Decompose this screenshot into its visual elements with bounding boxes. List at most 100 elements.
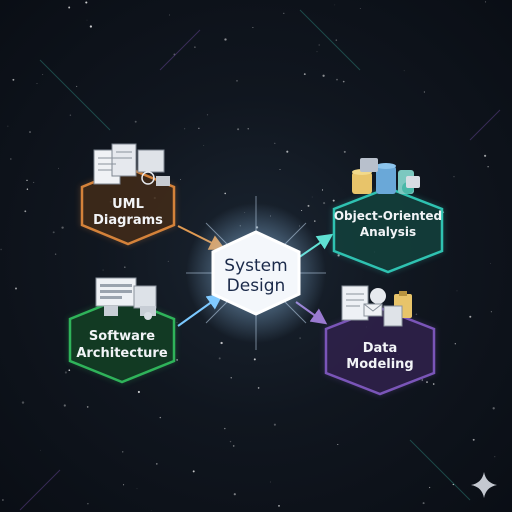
star <box>484 154 487 157</box>
star <box>184 128 186 130</box>
star <box>453 176 455 178</box>
database-cylinders-icon <box>352 158 420 194</box>
star <box>167 260 169 262</box>
star <box>303 73 306 76</box>
star <box>29 131 31 133</box>
star <box>26 188 29 190</box>
star <box>123 484 125 486</box>
node-data-modeling[interactable]: Data Modeling <box>324 285 436 396</box>
star <box>332 199 335 202</box>
star <box>233 493 236 496</box>
star <box>487 166 489 168</box>
star <box>301 209 303 212</box>
node-uml-diagrams[interactable]: UML Diagrams <box>80 143 176 246</box>
star <box>176 322 178 323</box>
star <box>203 145 205 146</box>
node-arch-label-line1: Software <box>89 329 155 344</box>
star <box>87 503 89 505</box>
star <box>247 128 249 130</box>
node-system-design[interactable]: System Design <box>186 196 326 350</box>
node-software-architecture[interactable]: Software Architecture <box>68 277 176 384</box>
star <box>337 443 339 446</box>
star <box>68 6 71 9</box>
star <box>123 266 126 269</box>
node-data-label-line1: Data <box>363 341 398 356</box>
star <box>253 358 256 361</box>
star <box>121 451 124 453</box>
star <box>224 192 226 195</box>
star <box>432 383 435 385</box>
star <box>24 210 27 213</box>
star <box>15 287 17 290</box>
star <box>2 499 4 501</box>
star <box>69 114 72 116</box>
star <box>286 150 289 153</box>
star <box>173 53 176 56</box>
star <box>21 401 25 404</box>
monitor-windows-icon <box>95 277 157 320</box>
star <box>229 440 232 443</box>
star <box>452 483 454 486</box>
star <box>85 1 88 4</box>
node-object-oriented-analysis[interactable]: Object-Oriented Analysis <box>332 158 444 274</box>
star <box>311 196 313 198</box>
star <box>26 179 28 182</box>
star <box>0 248 2 251</box>
node-uml-label-line1: UML <box>112 197 144 212</box>
star <box>86 406 89 408</box>
star <box>54 253 57 255</box>
star <box>492 407 495 410</box>
star <box>423 91 426 93</box>
star <box>314 220 316 222</box>
star <box>198 127 200 129</box>
star <box>316 51 318 53</box>
center-label-line2: Design <box>227 276 286 296</box>
center-label-line1: System <box>224 256 287 276</box>
documents-icon <box>93 143 170 186</box>
star <box>236 80 238 82</box>
star <box>422 502 425 505</box>
star <box>12 78 15 81</box>
star <box>252 26 254 29</box>
star <box>61 226 64 229</box>
star <box>318 44 320 46</box>
star <box>342 80 345 83</box>
star <box>42 73 44 75</box>
node-arch-label-line2: Architecture <box>76 346 168 361</box>
star <box>273 423 276 426</box>
star <box>279 169 281 170</box>
star <box>421 379 424 381</box>
star <box>40 449 41 451</box>
star <box>218 357 221 360</box>
star <box>494 456 496 458</box>
clipboard-files-icon <box>341 285 412 327</box>
star <box>176 359 178 361</box>
star <box>283 12 285 14</box>
star <box>224 38 227 41</box>
star <box>52 231 55 234</box>
star <box>299 337 301 339</box>
star <box>490 311 492 313</box>
star <box>224 427 226 430</box>
star <box>102 269 104 271</box>
star <box>322 74 325 77</box>
node-uml-label-line2: Diagrams <box>93 213 163 228</box>
star <box>334 4 336 6</box>
star <box>484 1 487 3</box>
star <box>232 445 235 447</box>
star <box>136 488 138 490</box>
node-ooa-label-line1: Object-Oriented <box>334 209 442 223</box>
star <box>155 463 158 465</box>
node-data-label-line2: Modeling <box>346 357 413 372</box>
star <box>86 19 88 21</box>
star <box>237 128 240 131</box>
star <box>68 369 71 372</box>
star <box>323 202 326 205</box>
star <box>426 381 428 384</box>
star <box>359 8 361 9</box>
star <box>150 509 152 511</box>
star <box>137 390 140 394</box>
star <box>335 39 338 41</box>
